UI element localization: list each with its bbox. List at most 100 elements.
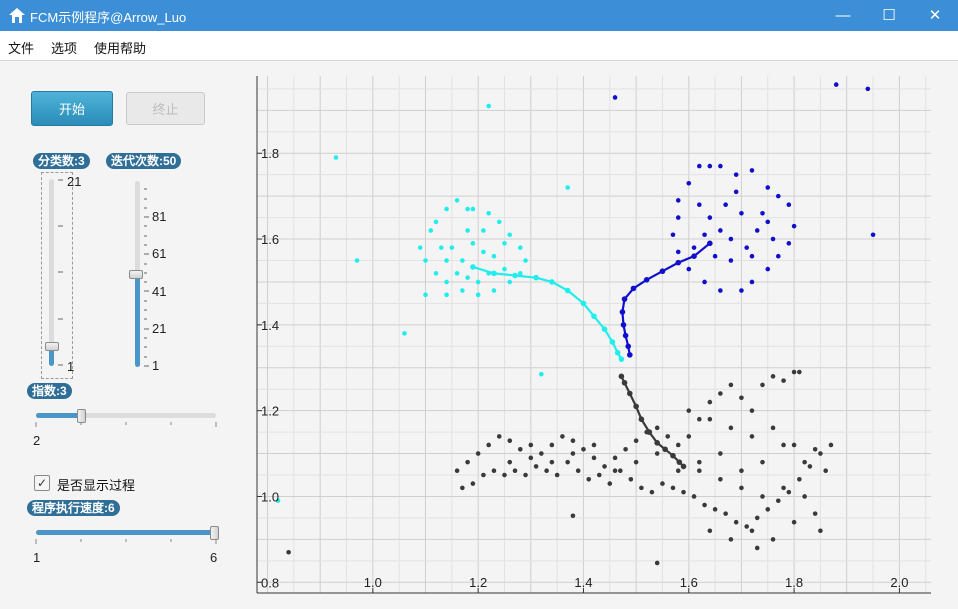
data-point — [544, 468, 549, 474]
plot-points — [275, 82, 876, 566]
iterations-tick-1: 1 — [152, 358, 160, 373]
trail-point — [591, 313, 597, 320]
window-title: FCM示例程序@Arrow_Luo — [30, 10, 187, 25]
exponent-min-label: 2 — [33, 433, 41, 448]
x-tick-label: 1.6 — [680, 575, 698, 590]
minimize-button[interactable]: — — [835, 7, 851, 24]
menu-help[interactable]: 使用帮助 — [94, 41, 147, 56]
y-tick-label: 1.6 — [261, 232, 279, 247]
data-point — [454, 198, 460, 203]
trail-point — [676, 459, 683, 465]
data-point — [502, 241, 507, 246]
data-point — [802, 494, 807, 499]
data-point — [675, 215, 681, 220]
data-point — [560, 434, 565, 439]
data-point — [628, 477, 634, 482]
stop-button[interactable]: 终止 — [126, 92, 205, 125]
data-point — [870, 232, 876, 238]
class-count-min-label: 1 — [67, 359, 75, 374]
class-count-focus — [41, 172, 73, 379]
data-point — [475, 279, 481, 285]
data-point — [733, 172, 739, 177]
data-point — [791, 369, 797, 375]
data-point — [691, 494, 697, 499]
data-point — [639, 485, 644, 491]
data-point — [654, 425, 660, 431]
class-count-max-label: 21 — [67, 174, 82, 189]
data-point — [633, 438, 639, 443]
data-point — [433, 271, 439, 276]
data-point — [791, 442, 797, 448]
data-point — [760, 382, 765, 388]
data-point — [712, 253, 718, 259]
trail-point — [691, 253, 697, 259]
data-point — [507, 459, 513, 465]
center-trail — [472, 265, 623, 360]
data-point — [702, 232, 707, 238]
data-point — [633, 459, 639, 465]
exponent-thumb[interactable] — [77, 409, 86, 423]
trail-point — [621, 296, 628, 302]
data-point — [754, 545, 760, 551]
data-point — [575, 468, 581, 474]
class-count-thumb[interactable] — [45, 342, 59, 351]
data-point — [654, 560, 660, 566]
data-point — [602, 464, 607, 469]
data-point — [517, 446, 523, 452]
class-count-ticks — [58, 179, 63, 366]
trail-point — [627, 390, 633, 397]
speed-min-label: 1 — [33, 550, 41, 565]
close-button[interactable]: ✕ — [928, 7, 942, 24]
iterations-thumb[interactable] — [129, 270, 143, 279]
data-point — [491, 468, 497, 474]
data-point — [865, 86, 871, 92]
data-point — [502, 266, 507, 272]
data-point — [486, 210, 491, 216]
menu-bar: 文件 选项 使用帮助 — [0, 31, 958, 61]
data-point — [275, 498, 281, 504]
menu-file[interactable]: 文件 — [8, 41, 35, 56]
data-point — [612, 95, 618, 100]
data-point — [675, 249, 681, 255]
trail-point — [533, 274, 539, 281]
data-point — [739, 485, 744, 491]
data-point — [475, 451, 481, 456]
maximize-button[interactable]: ☐ — [882, 7, 896, 24]
data-point — [686, 266, 692, 272]
data-point — [797, 477, 802, 482]
trail-point — [670, 452, 676, 459]
trail-point — [618, 373, 625, 380]
data-point — [444, 279, 449, 285]
data-point — [723, 511, 728, 516]
trail-point — [619, 309, 626, 315]
data-point — [775, 193, 781, 199]
data-point — [797, 369, 802, 375]
data-point — [802, 459, 807, 465]
data-point — [417, 245, 423, 250]
x-tick-label: 1.2 — [469, 575, 487, 590]
data-point — [781, 378, 786, 383]
data-point — [507, 279, 513, 285]
data-point — [807, 464, 813, 469]
trail-point — [564, 287, 571, 294]
y-tick-label: 1.0 — [261, 489, 279, 504]
start-button[interactable]: 开始 — [31, 91, 113, 126]
exponent-track — [36, 413, 216, 418]
data-point — [697, 468, 702, 474]
iterations-label: 迭代次数:50 — [106, 153, 182, 169]
data-point — [760, 210, 765, 216]
data-point — [749, 408, 755, 413]
data-point — [491, 288, 497, 293]
menu-options[interactable]: 选项 — [51, 41, 78, 56]
speed-thumb[interactable] — [210, 526, 219, 540]
data-point — [770, 236, 776, 242]
data-point — [765, 219, 771, 225]
data-point — [733, 189, 739, 195]
data-point — [712, 507, 718, 512]
x-tick-label: 1.0 — [364, 575, 382, 590]
show-process-checkbox[interactable]: ✓ — [34, 475, 50, 491]
data-point — [718, 477, 723, 482]
trail-point — [643, 276, 650, 283]
data-point — [428, 228, 434, 233]
trail-point — [680, 463, 687, 470]
